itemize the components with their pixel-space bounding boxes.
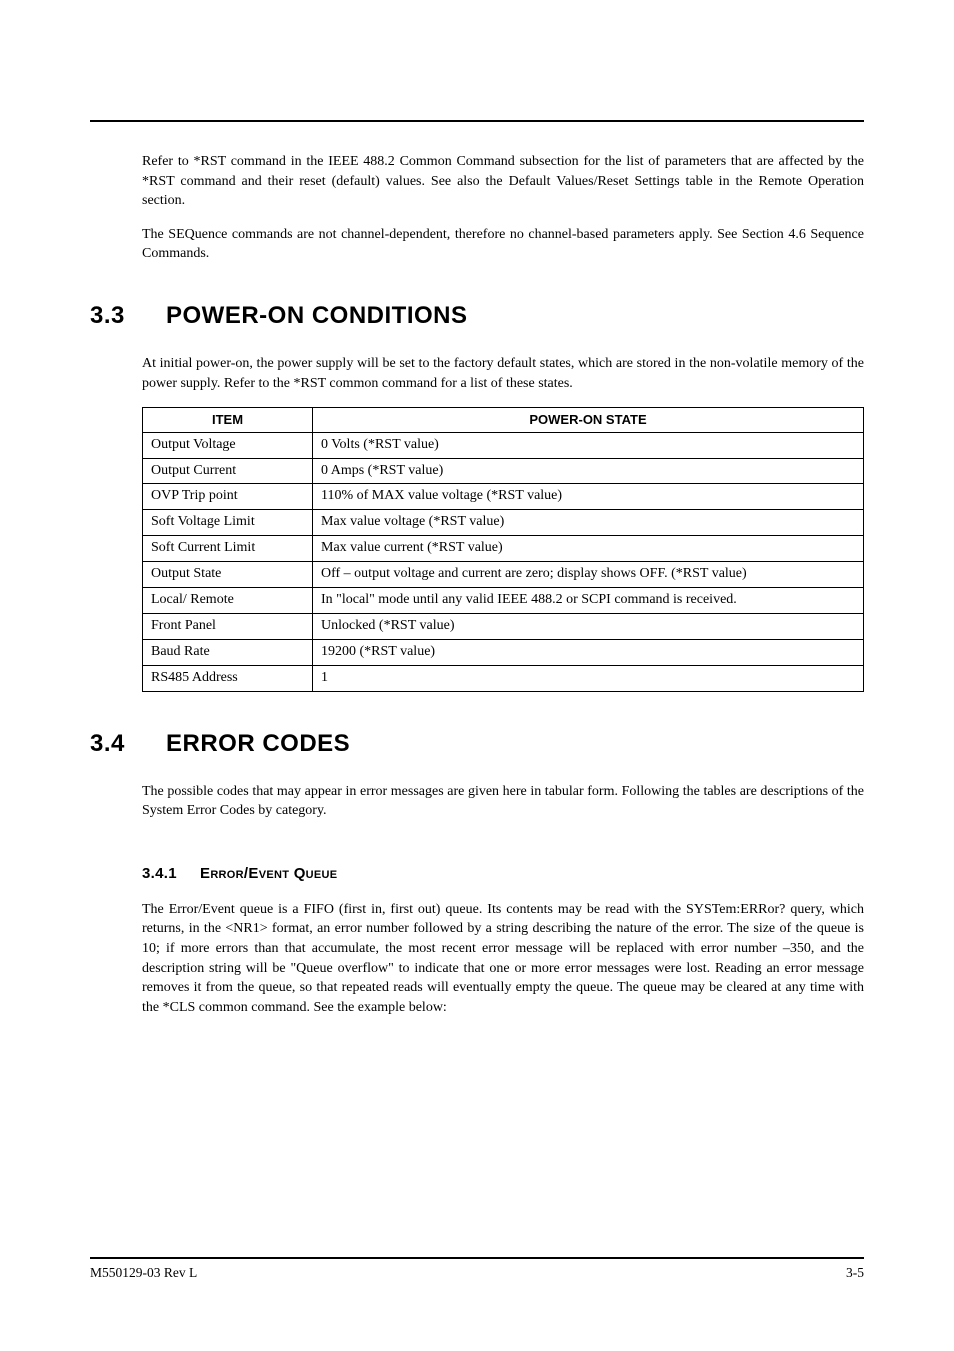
table-row: Soft Current LimitMax value current (*RS… [143, 536, 864, 562]
subsection-title: Error/Event Queue [200, 865, 337, 882]
table-row: Output Voltage0 Volts (*RST value) [143, 432, 864, 458]
paragraph: The possible codes that may appear in er… [142, 782, 864, 821]
paragraph: The SEQuence commands are not channel-de… [142, 225, 864, 264]
table-cell: Local/ Remote [143, 588, 313, 614]
footer-doc-id: M550129-03 Rev L [90, 1265, 197, 1281]
table-cell: Output Voltage [143, 432, 313, 458]
table-cell: Unlocked (*RST value) [313, 613, 864, 639]
table-row: Output StateOff – output voltage and cur… [143, 562, 864, 588]
table-cell: Soft Current Limit [143, 536, 313, 562]
table-row: Local/ RemoteIn "local" mode until any v… [143, 588, 864, 614]
table-cell: 110% of MAX value voltage (*RST value) [313, 484, 864, 510]
table-row: Output Current0 Amps (*RST value) [143, 458, 864, 484]
page: Refer to *RST command in the IEEE 488.2 … [0, 0, 954, 1091]
table-cell: Max value current (*RST value) [313, 536, 864, 562]
paragraph: Refer to *RST command in the IEEE 488.2 … [142, 152, 864, 211]
footer-page-number: 3-5 [846, 1265, 864, 1281]
table-cell: 0 Amps (*RST value) [313, 458, 864, 484]
table-row: Baud Rate19200 (*RST value) [143, 639, 864, 665]
table-cell: 19200 (*RST value) [313, 639, 864, 665]
footer-rule [90, 1257, 864, 1259]
table-cell: Max value voltage (*RST value) [313, 510, 864, 536]
section-number: 3.3 [90, 302, 166, 330]
paragraph: At initial power-on, the power supply wi… [142, 354, 864, 393]
section-title: ERROR CODES [166, 730, 350, 757]
table-cell: RS485 Address [143, 665, 313, 691]
table-cell: Output State [143, 562, 313, 588]
section-heading-3-4: 3.4ERROR CODES [90, 730, 864, 758]
page-footer: M550129-03 Rev L 3-5 [90, 1257, 864, 1281]
table-cell: Off – output voltage and current are zer… [313, 562, 864, 588]
table-cell: Front Panel [143, 613, 313, 639]
table-row: Soft Voltage LimitMax value voltage (*RS… [143, 510, 864, 536]
section-title: POWER-ON CONDITIONS [166, 302, 468, 329]
table-cell: 1 [313, 665, 864, 691]
table-row: Front PanelUnlocked (*RST value) [143, 613, 864, 639]
paragraph: The Error/Event queue is a FIFO (first i… [142, 900, 864, 1018]
footer-row: M550129-03 Rev L 3-5 [90, 1265, 864, 1281]
table-cell: Soft Voltage Limit [143, 510, 313, 536]
table-row: RS485 Address1 [143, 665, 864, 691]
page-header [90, 86, 864, 120]
table-header-item: ITEM [143, 408, 313, 433]
page-content: Refer to *RST command in the IEEE 488.2 … [90, 122, 864, 1017]
table-row: OVP Trip point110% of MAX value voltage … [143, 484, 864, 510]
table-cell: Output Current [143, 458, 313, 484]
table-header-state: POWER-ON STATE [313, 408, 864, 433]
table-header-row: ITEM POWER-ON STATE [143, 408, 864, 433]
section-number: 3.4 [90, 730, 166, 758]
subsection-heading-3-4-1: 3.4.1Error/Event Queue [142, 865, 864, 882]
table-cell: OVP Trip point [143, 484, 313, 510]
table-cell: Baud Rate [143, 639, 313, 665]
section-heading-3-3: 3.3POWER-ON CONDITIONS [90, 302, 864, 330]
subsection-number: 3.4.1 [142, 865, 200, 882]
power-on-conditions-table: ITEM POWER-ON STATE Output Voltage0 Volt… [142, 407, 864, 691]
table-cell: 0 Volts (*RST value) [313, 432, 864, 458]
table-cell: In "local" mode until any valid IEEE 488… [313, 588, 864, 614]
